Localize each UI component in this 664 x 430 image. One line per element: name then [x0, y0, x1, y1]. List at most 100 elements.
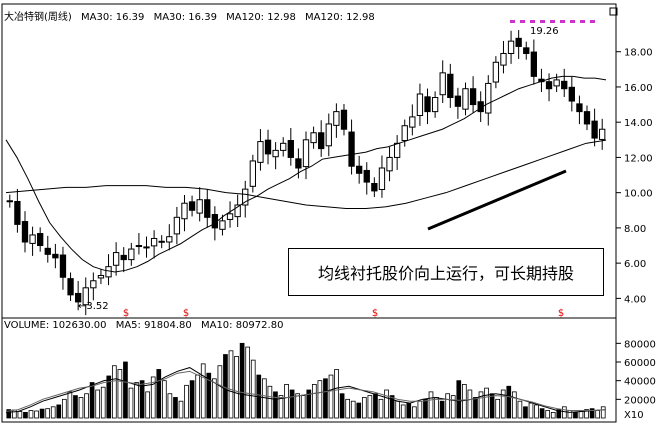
volume-ma10-label: MA10: 80972.80: [200, 320, 284, 331]
top-marker: [520, 20, 525, 23]
volume-bar: [234, 355, 239, 419]
volume-bar: [361, 397, 367, 419]
candle-body: [348, 131, 355, 167]
candle-body: [340, 109, 348, 130]
event-markers: $ $ $ $: [123, 20, 595, 319]
candle-body: [416, 93, 424, 116]
ma-label: MA30: 16.39: [81, 12, 145, 23]
top-marker: [530, 20, 535, 23]
volume-bar: [367, 395, 373, 419]
candles: [6, 30, 606, 316]
volume-bar: [78, 397, 84, 419]
volume-bar: [489, 393, 495, 419]
volume-bar: [595, 410, 601, 419]
candle-body: [500, 52, 507, 66]
volume-bar: [173, 397, 178, 419]
volume-bar: [373, 393, 378, 419]
volume-multiplier: X10: [624, 410, 644, 421]
candle-body: [439, 72, 446, 96]
candle-body: [52, 253, 59, 259]
volume-label: VOLUME: 102630.00: [4, 320, 107, 331]
volume-panel-border: [1, 317, 617, 423]
volume-bar: [95, 389, 101, 419]
volume-bar: [195, 374, 201, 419]
volume-bar: [550, 411, 556, 419]
volume-bar: [389, 395, 395, 419]
event-marker: $: [558, 308, 564, 319]
volume-bar: [211, 378, 217, 419]
volume-bar: [456, 380, 462, 419]
annotation-box: 均线衬托股价向上运行，可长期持股: [288, 248, 604, 296]
candle-body: [226, 213, 234, 220]
volume-bar: [567, 410, 573, 419]
candle-body: [97, 274, 105, 279]
volume-bar: [417, 400, 423, 419]
volume-bar: [200, 363, 206, 419]
volume-bar: [34, 410, 39, 419]
volume-bar: [539, 408, 545, 419]
candle-body: [158, 240, 165, 243]
volume-tick-label: 80000: [624, 339, 656, 350]
candle-body: [234, 204, 241, 218]
candle-body: [568, 86, 575, 102]
candle-body: [310, 132, 317, 144]
volume-bar: [328, 374, 334, 419]
volume-bar: [439, 400, 445, 419]
panel-borders: [1, 3, 618, 423]
volume-bar: [111, 365, 117, 419]
volume-bar: [589, 408, 595, 419]
volume-bar: [556, 409, 562, 419]
volume-bar: [423, 398, 428, 419]
volume-bar: [23, 411, 28, 419]
candle-body: [523, 47, 530, 54]
volume-bar: [128, 387, 134, 419]
candle-body: [14, 200, 21, 225]
ma-label: MA30: 16.39: [153, 12, 217, 23]
candle-body: [90, 280, 97, 289]
volume-bar: [156, 369, 162, 419]
candle-body: [454, 95, 462, 107]
top-marker: [510, 20, 515, 23]
candle-body: [386, 156, 393, 172]
price-tick-label: 18.00: [624, 48, 653, 59]
volume-bar: [345, 398, 351, 419]
candle-body: [44, 247, 51, 255]
volume-bar: [150, 376, 156, 419]
volume-bar: [561, 406, 567, 419]
price-ma-lines: [5, 75, 607, 273]
volume-bar: [434, 397, 439, 419]
volume-bar: [267, 385, 273, 419]
price-tick-label: 4.00: [624, 294, 646, 305]
volume-bar: [523, 406, 528, 419]
volume-bar: [73, 395, 78, 419]
volume-bar: [500, 389, 506, 419]
top-marker: [560, 20, 565, 23]
candle-body: [431, 97, 439, 113]
volume-bar: [106, 375, 112, 419]
volume-bar: [161, 380, 167, 419]
candle-body: [143, 246, 150, 249]
volume-tick-label: 40000: [624, 377, 656, 388]
price-tick-label: 10.00: [624, 189, 653, 200]
volume-ma-line: [5, 370, 607, 412]
volume-bar: [356, 402, 362, 419]
candle-body: [287, 140, 294, 158]
volume-bar: [428, 391, 434, 419]
volume-bar: [573, 411, 578, 419]
candle-body: [280, 142, 287, 151]
volume-bar: [461, 383, 467, 419]
annotation-text: 均线衬托股价向上运行，可长期持股: [317, 264, 574, 283]
ma-label: MA120: 12.98: [305, 12, 375, 23]
candle-body: [257, 141, 264, 163]
price-tick-label: 12.00: [624, 153, 653, 164]
volume-bar: [584, 409, 589, 419]
event-marker: $: [372, 308, 378, 319]
volume-bar: [184, 384, 189, 419]
volume-bar: [400, 404, 406, 419]
candle-body: [37, 233, 44, 247]
candle-body: [318, 132, 325, 150]
volume-bar: [600, 406, 606, 419]
candle-body: [29, 234, 36, 244]
volume-ma5-label: MA5: 91804.80: [115, 320, 192, 331]
volume-bar: [473, 397, 478, 419]
